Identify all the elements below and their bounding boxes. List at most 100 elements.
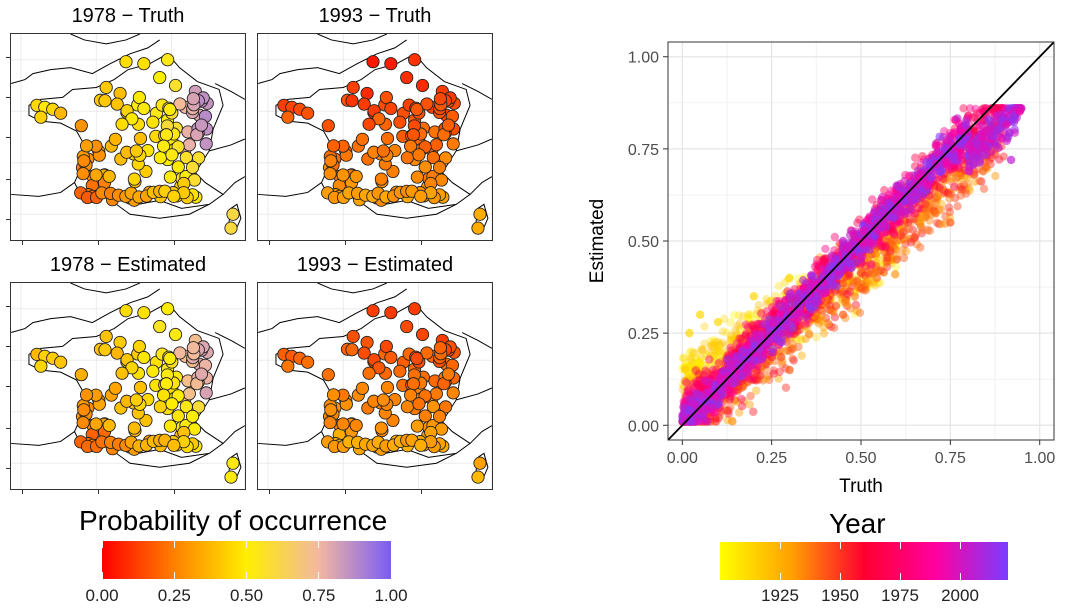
site-point [194,367,209,381]
scatter-point [869,208,879,217]
site-point [102,169,116,183]
site-point [132,90,146,105]
scatter-point [957,168,966,178]
scatter-point [785,273,794,283]
scatter-point [681,376,691,386]
scatter-point [690,375,700,384]
scatter-point [801,334,810,344]
scatter-point [726,318,735,327]
scatter-point [953,202,962,211]
site-point [161,53,175,67]
scatter-point [713,362,722,371]
site-point [77,154,91,168]
scatter-point [693,372,703,382]
scatter-point [746,309,755,319]
scatter-point [999,152,1008,161]
scatter-point [945,194,954,203]
site-point [186,341,200,355]
scatter-point [882,251,891,260]
y-axis-title: Estimated [587,199,608,283]
scatter-point [736,336,746,345]
scatter-point [891,240,901,249]
scatter-point [765,357,775,366]
scatter-point [711,337,720,347]
scatter-point [852,276,862,286]
scatter-point [716,389,726,398]
scatter-point [744,310,753,320]
scatter-point [883,237,892,246]
scatter-point [1009,112,1018,121]
year-legend-tick-label: 2000 [941,586,979,605]
scatter-point [849,278,859,287]
scatter-point [873,262,882,271]
scatter-point [943,188,953,197]
scatter-point [713,344,722,354]
scatter-point [750,373,759,382]
site-point [410,170,424,184]
scatter-point [864,271,873,281]
site-point [410,351,424,366]
scatter-point [904,171,914,181]
scatter-point [764,356,774,365]
scatter-point [700,376,710,386]
scatter-point [869,267,878,276]
scatter-point [887,236,896,245]
scatter-point [921,200,930,209]
scatter-point [896,191,905,201]
scatter-point [861,279,870,289]
scatter-point [842,284,852,293]
scatter-point [836,290,845,299]
scatter-point [867,238,877,248]
scatter-point [865,282,874,291]
scatter-point [687,347,696,356]
scatter-point [750,375,759,384]
scatter-point [867,259,876,269]
scatter-point [817,310,827,319]
scatter-point [785,365,794,375]
scatter-point [840,276,849,286]
scatter-point [903,218,913,228]
site-point [400,151,414,165]
site-point [281,110,295,124]
scatter-point [961,121,970,130]
site-point [357,97,371,111]
scatter-point [955,185,965,194]
scatter-point [805,330,814,339]
scatter-point [845,277,854,286]
scatter-point [957,173,966,183]
scatter-point [871,249,880,259]
scatter-point [865,252,874,262]
scatter-point [895,235,905,245]
scatter-point [804,302,814,312]
scatter-point [891,241,900,250]
scatter-point [844,278,853,287]
scatter-point [869,279,878,288]
scatter-point [864,279,874,288]
scatter-point [820,254,830,263]
scatter-point [741,320,751,329]
scatter-point [901,239,910,249]
scatter-point [933,192,942,202]
scatter-point [737,382,746,392]
scatter-point [769,318,778,327]
scatter-point [821,313,831,323]
scatter-point [873,251,882,261]
site-point [355,132,370,146]
scatter-point [749,374,759,384]
scatter-point [778,357,787,366]
site-point [433,92,447,106]
scatter-point [872,273,881,283]
scatter-point [817,315,827,324]
scatter-point [851,287,860,296]
scatter-point [853,278,863,288]
scatter-point [756,371,765,380]
site-point [79,388,94,402]
scatter-point [865,261,874,271]
scatter-point [881,246,890,256]
scatter-point [702,368,712,377]
scatter-point [896,230,905,240]
site-point [415,327,430,342]
scatter-point [938,174,948,184]
scatter-point [708,365,718,375]
site-point [418,160,432,174]
